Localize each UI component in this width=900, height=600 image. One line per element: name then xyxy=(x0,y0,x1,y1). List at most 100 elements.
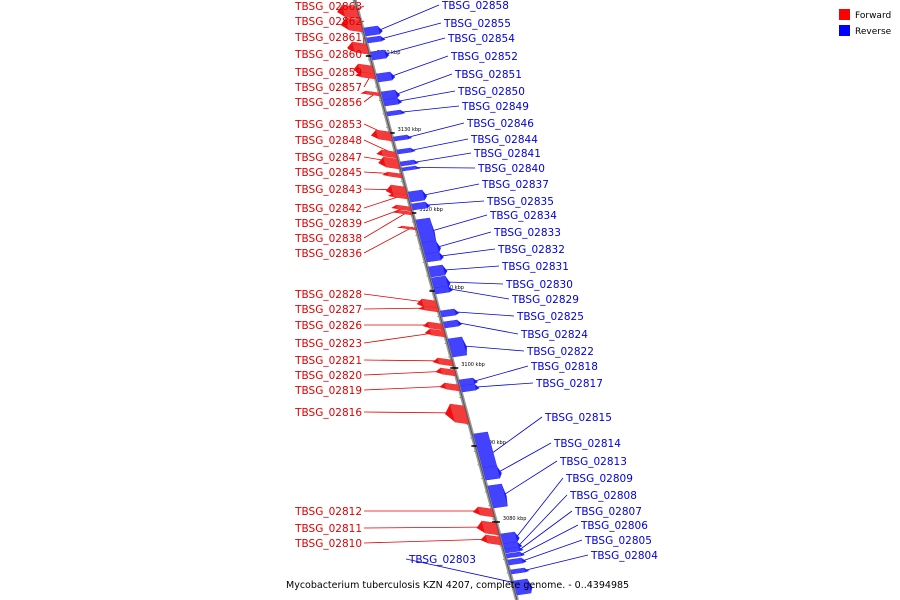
gene-feature[interactable] xyxy=(480,534,502,546)
forward-gene-label[interactable]: TBSG_02859 xyxy=(294,67,362,79)
forward-gene-label[interactable]: TBSG_02862 xyxy=(294,16,362,28)
gene-feature[interactable] xyxy=(487,483,508,509)
forward-gene-label[interactable]: TBSG_02848 xyxy=(294,135,362,147)
gene-feature[interactable] xyxy=(340,17,364,33)
reverse-gene-label[interactable]: TBSG_02852 xyxy=(450,51,518,63)
gene-feature[interactable] xyxy=(396,225,417,231)
gene-feature[interactable] xyxy=(391,204,412,212)
reverse-gene-label[interactable]: TBSG_02851 xyxy=(454,69,522,81)
gene-feature[interactable] xyxy=(392,209,413,216)
reverse-gene-label[interactable]: TBSG_02846 xyxy=(466,118,534,130)
reverse-gene-label[interactable]: TBSG_02840 xyxy=(477,163,545,175)
reverse-gene-label[interactable]: TBSG_02829 xyxy=(511,294,579,306)
reverse-gene-label[interactable]: TBSG_02850 xyxy=(457,86,525,98)
gene-feature[interactable] xyxy=(382,171,403,179)
gene-feature[interactable] xyxy=(428,264,448,278)
reverse-gene-label[interactable]: TBSG_02831 xyxy=(501,261,569,273)
gene-feature[interactable] xyxy=(422,321,444,331)
gene-feature[interactable] xyxy=(421,240,441,256)
forward-gene-label[interactable]: TBSG_02819 xyxy=(294,385,362,397)
gene-feature[interactable] xyxy=(510,567,530,575)
gene-feature[interactable] xyxy=(432,357,454,367)
reverse-gene-label[interactable]: TBSG_02805 xyxy=(584,535,652,547)
reverse-gene-label[interactable]: TBSG_02825 xyxy=(516,311,584,323)
gene-feature[interactable] xyxy=(424,251,444,263)
forward-gene-label[interactable]: TBSG_02845 xyxy=(294,167,362,179)
gene-feature[interactable] xyxy=(347,43,370,55)
reverse-gene-label[interactable]: TBSG_02815 xyxy=(544,412,612,424)
gene-feature[interactable] xyxy=(382,97,403,107)
gene-feature[interactable] xyxy=(476,520,500,536)
forward-gene-label[interactable]: TBSG_02860 xyxy=(294,49,362,61)
reverse-gene-label[interactable]: TBSG_02822 xyxy=(526,346,594,358)
forward-gene-label[interactable]: TBSG_02828 xyxy=(294,289,362,301)
forward-gene-label[interactable]: TBSG_02816 xyxy=(294,407,362,419)
gene-feature[interactable] xyxy=(418,305,439,313)
reverse-gene-label[interactable]: TBSG_02814 xyxy=(553,438,621,450)
gene-feature[interactable] xyxy=(386,109,406,117)
gene-feature[interactable] xyxy=(415,217,438,247)
gene-feature[interactable] xyxy=(433,285,454,295)
gene-feature[interactable] xyxy=(439,308,460,318)
forward-gene-label[interactable]: TBSG_02810 xyxy=(294,538,362,550)
gene-feature[interactable] xyxy=(392,134,413,142)
forward-gene-label[interactable]: TBSG_02853 xyxy=(294,119,362,131)
gene-feature[interactable] xyxy=(482,465,502,481)
forward-gene-label[interactable]: TBSG_02823 xyxy=(294,338,362,350)
forward-gene-label[interactable]: TBSG_02839 xyxy=(294,218,362,230)
reverse-gene-label[interactable]: TBSG_02841 xyxy=(473,148,541,160)
reverse-gene-label[interactable]: TBSG_02830 xyxy=(505,279,573,291)
reverse-gene-label[interactable]: TBSG_02832 xyxy=(497,244,565,256)
gene-feature[interactable] xyxy=(460,383,480,393)
forward-gene-label[interactable]: TBSG_02856 xyxy=(294,97,362,109)
reverse-gene-label[interactable]: TBSG_02837 xyxy=(481,179,549,191)
gene-feature[interactable] xyxy=(387,192,409,200)
reverse-gene-label[interactable]: TBSG_02833 xyxy=(493,227,561,239)
gene-feature[interactable] xyxy=(375,71,396,83)
gene-feature[interactable] xyxy=(447,336,468,358)
gene-feature[interactable] xyxy=(411,201,431,211)
gene-feature[interactable] xyxy=(380,89,401,101)
gene-feature[interactable] xyxy=(505,551,526,559)
reverse-gene-label[interactable]: TBSG_02835 xyxy=(486,196,554,208)
gene-feature[interactable] xyxy=(376,149,398,159)
gene-feature[interactable] xyxy=(500,531,520,545)
forward-gene-label[interactable]: TBSG_02842 xyxy=(294,203,362,215)
forward-gene-label[interactable]: TBSG_02811 xyxy=(294,523,362,535)
gene-feature[interactable] xyxy=(396,147,416,155)
forward-gene-label[interactable]: TBSG_02863 xyxy=(294,1,362,13)
forward-gene-label[interactable]: TBSG_02843 xyxy=(294,184,362,196)
reverse-gene-label[interactable]: TBSG_02858 xyxy=(441,0,509,12)
reverse-gene-label[interactable]: TBSG_02804 xyxy=(590,550,658,562)
gene-feature[interactable] xyxy=(378,156,401,170)
gene-feature[interactable] xyxy=(439,382,461,392)
reverse-gene-label[interactable]: TBSG_02803 xyxy=(408,554,476,566)
gene-feature[interactable] xyxy=(507,557,527,566)
reverse-gene-label[interactable]: TBSG_02818 xyxy=(530,361,598,373)
forward-gene-label[interactable]: TBSG_02847 xyxy=(294,152,362,164)
reverse-gene-label[interactable]: TBSG_02824 xyxy=(520,329,588,341)
reverse-gene-label[interactable]: TBSG_02854 xyxy=(447,33,515,45)
gene-feature[interactable] xyxy=(444,403,470,425)
forward-gene-label[interactable]: TBSG_02861 xyxy=(294,32,362,44)
gene-feature[interactable] xyxy=(366,35,386,44)
forward-gene-label[interactable]: TBSG_02821 xyxy=(294,355,362,367)
forward-gene-label[interactable]: TBSG_02836 xyxy=(294,248,362,260)
gene-feature[interactable] xyxy=(370,129,393,142)
reverse-gene-label[interactable]: TBSG_02809 xyxy=(565,473,633,485)
forward-gene-label[interactable]: TBSG_02812 xyxy=(294,506,362,518)
gene-feature[interactable] xyxy=(504,546,524,554)
forward-gene-label[interactable]: TBSG_02827 xyxy=(294,304,362,316)
reverse-gene-label[interactable]: TBSG_02808 xyxy=(569,490,637,502)
gene-feature[interactable] xyxy=(337,4,360,20)
gene-feature[interactable] xyxy=(355,71,376,80)
forward-gene-label[interactable]: TBSG_02820 xyxy=(294,370,362,382)
gene-feature[interactable] xyxy=(407,189,428,203)
gene-feature[interactable] xyxy=(513,578,533,596)
gene-feature[interactable] xyxy=(401,165,421,172)
gene-feature[interactable] xyxy=(458,377,478,387)
gene-feature[interactable] xyxy=(399,159,419,167)
gene-feature[interactable] xyxy=(424,328,446,338)
gene-feature[interactable] xyxy=(472,506,495,518)
gene-feature[interactable] xyxy=(363,25,383,37)
